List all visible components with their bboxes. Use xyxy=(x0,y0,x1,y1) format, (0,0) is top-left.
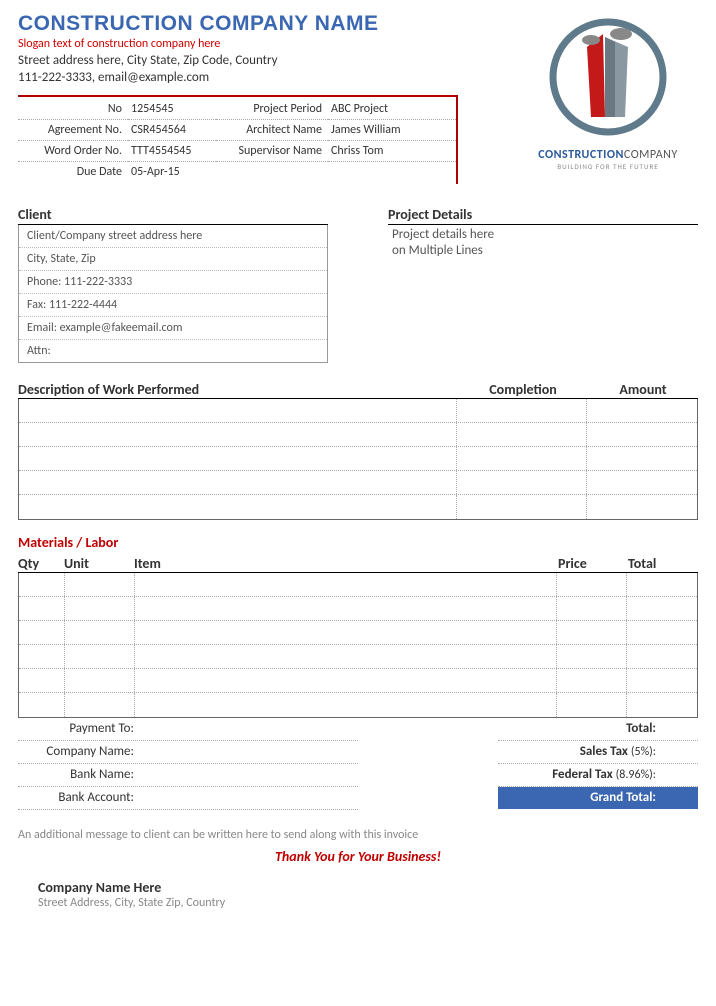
unit-header: Unit xyxy=(64,555,134,572)
agreement-label: Agreement No. xyxy=(18,120,128,141)
client-line: Attn: xyxy=(19,340,327,362)
table-row xyxy=(19,573,697,597)
payment-info: Payment To: Company Name: Bank Name: Ban… xyxy=(18,718,358,810)
due-label: Due Date xyxy=(18,162,128,182)
workorder-value: TTT4554545 xyxy=(128,141,216,162)
no-label: No xyxy=(18,99,128,120)
client-line: Client/Company street address here xyxy=(19,225,327,248)
agreement-value: CSR454564 xyxy=(128,120,216,141)
totals: Total: Sales Tax (5%): Federal Tax (8.96… xyxy=(498,718,698,810)
table-row xyxy=(19,693,697,717)
work-completion-header: Completion xyxy=(458,381,588,398)
qty-header: Qty xyxy=(18,555,64,572)
workorder-label: Word Order No. xyxy=(18,141,128,162)
price-header: Price xyxy=(558,555,628,572)
project-details-box: Project Details Project details here on … xyxy=(388,206,698,363)
table-row xyxy=(19,399,697,423)
payment-to-label: Payment To: xyxy=(18,718,138,740)
architect-label: Architect Name xyxy=(216,120,328,141)
work-desc-header: Description of Work Performed xyxy=(18,381,458,398)
no-value: 1254545 xyxy=(128,99,216,120)
work-header: Description of Work Performed Completion… xyxy=(18,381,698,399)
logo-tagline: BUILDING FOR THE FUTURE xyxy=(518,162,698,171)
table-row xyxy=(19,471,697,495)
period-label: Project Period xyxy=(216,99,328,120)
table-row xyxy=(19,447,697,471)
project-line: Project details here xyxy=(392,227,694,243)
client-line: City, State, Zip xyxy=(19,248,327,271)
footer-company: Company Name Here xyxy=(38,879,698,896)
payment-company-label: Company Name: xyxy=(18,741,138,763)
client-title: Client xyxy=(18,206,328,225)
client-line: Email: example@fakeemail.com xyxy=(19,317,327,340)
grand-total-label: Grand Total: xyxy=(498,787,658,809)
sales-tax-label: Sales Tax xyxy=(580,744,628,759)
architect-value: James William xyxy=(328,120,456,141)
item-header: Item xyxy=(134,555,558,572)
logo-brand: CONSTRUCTIONCOMPANY xyxy=(518,148,698,162)
client-line: Fax: 111-222-4444 xyxy=(19,294,327,317)
materials-header: Qty Unit Item Price Total xyxy=(18,555,698,573)
table-row xyxy=(19,645,697,669)
period-value: ABC Project xyxy=(328,99,456,120)
table-row xyxy=(19,495,697,519)
work-table xyxy=(18,399,698,520)
project-info: No 1254545 Project Period ABC Project Ag… xyxy=(18,95,458,184)
supervisor-label: Supervisor Name xyxy=(216,141,328,162)
client-line: Phone: 111-222-3333 xyxy=(19,271,327,294)
payment-account-label: Bank Account: xyxy=(18,787,138,809)
due-value: 05-Apr-15 xyxy=(128,162,216,182)
logo: CONSTRUCTIONCOMPANY BUILDING FOR THE FUT… xyxy=(518,12,698,171)
additional-message: An additional message to client can be w… xyxy=(18,828,698,842)
supervisor-value: Chriss Tom xyxy=(328,141,456,162)
project-title: Project Details xyxy=(388,206,698,225)
materials-title: Materials / Labor xyxy=(18,534,698,551)
payment-bank-label: Bank Name: xyxy=(18,764,138,786)
client-box: Client Client/Company street address her… xyxy=(18,206,328,363)
thank-you: Thank You for Your Business! xyxy=(18,848,698,865)
table-row xyxy=(19,423,697,447)
total-header: Total xyxy=(628,555,698,572)
table-row xyxy=(19,621,697,645)
total-label: Total: xyxy=(626,721,656,736)
work-amount-header: Amount xyxy=(588,381,698,398)
table-row xyxy=(19,669,697,693)
project-line: on Multiple Lines xyxy=(392,243,694,259)
materials-table xyxy=(18,573,698,718)
table-row xyxy=(19,597,697,621)
federal-tax-label: Federal Tax xyxy=(552,767,612,782)
footer-address: Street Address, City, State Zip, Country xyxy=(38,896,698,910)
construction-logo-icon xyxy=(543,12,673,142)
